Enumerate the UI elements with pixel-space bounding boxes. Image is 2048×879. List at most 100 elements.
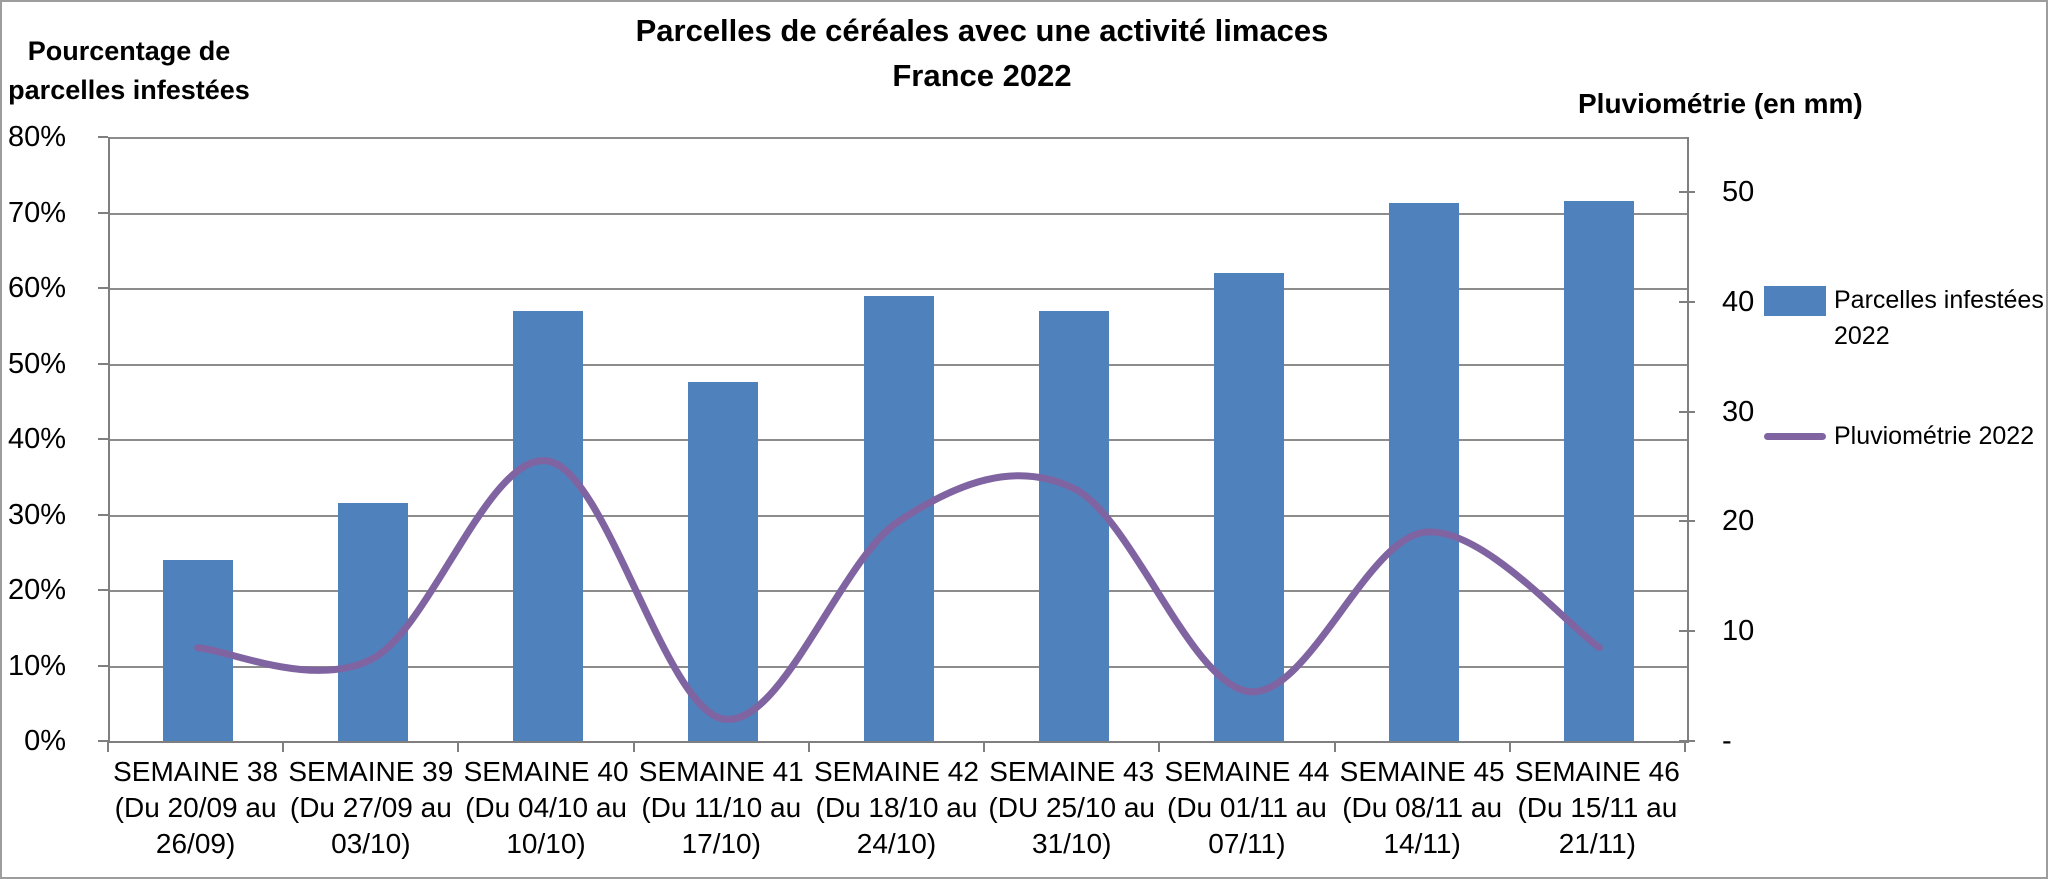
x-axis-label-line: (Du 08/11 au — [1342, 792, 1503, 823]
left-tick-label: 50% — [7, 347, 66, 380]
left-tick-label: 40% — [7, 423, 66, 455]
x-axis-label-line: (Du 01/11 au — [1167, 792, 1327, 823]
left-tick-label: 80% — [7, 121, 66, 153]
x-axis-label-line: 07/11) — [1208, 828, 1286, 859]
x-axis-label-line: SEMAINE 42 — [814, 756, 979, 787]
x-axis-label-line: SEMAINE 45 — [1339, 756, 1505, 787]
x-axis-label-line: 21/11) — [1558, 828, 1637, 859]
right-tick-label: 50 — [1722, 175, 1755, 208]
x-axis-label-2: SEMAINE 39 (Du 27/09 au 03/10) — [283, 754, 458, 862]
x-tickmark — [983, 741, 986, 752]
x-axis-label-6: SEMAINE 43 (DU 25/10 au 31/10) — [984, 754, 1159, 862]
x-tickmark — [1158, 741, 1161, 752]
chart-title-line1: Parcelles de céréales avec une activité … — [635, 13, 1329, 48]
legend-item-2: Pluviométrie 2022 — [1764, 418, 2034, 454]
legend-label: Pluviométrie 2022 — [1834, 418, 2034, 454]
x-tickmark — [457, 741, 460, 752]
x-axis-label-line: 10/10) — [506, 828, 586, 859]
left-tickmark — [98, 664, 108, 667]
x-tickmark — [1684, 741, 1686, 752]
bar-8 — [1389, 202, 1460, 741]
left-tick-label: 70% — [7, 196, 66, 229]
right-tick-label: 40 — [1722, 285, 1755, 318]
left-tick-label: 60% — [7, 272, 66, 304]
x-axis-label-9: SEMAINE 46 (Du 15/11 au 21/11) — [1510, 754, 1685, 862]
legend-item-1: Parcelles infestées 2022 — [1764, 282, 2044, 354]
x-tickmark — [282, 741, 285, 752]
left-axis-title: Pourcentage de parcelles infestées — [4, 32, 254, 110]
x-axis-label-1: SEMAINE 38 (Du 20/09 au 26/09) — [108, 754, 283, 862]
x-tickmark — [807, 741, 810, 752]
x-axis-label-line: (DU 25/10 au — [988, 792, 1155, 823]
gridline — [110, 137, 1687, 139]
left-tick-label: 30% — [7, 498, 66, 531]
bar-2 — [337, 503, 408, 741]
left-tickmark — [98, 513, 108, 516]
x-axis-label-line: 24/10) — [856, 828, 937, 859]
legend-label-line: Pluviométrie 2022 — [1834, 422, 2035, 450]
right-tickmark — [1679, 410, 1695, 413]
gridline — [110, 288, 1687, 290]
rain-line — [194, 457, 1603, 723]
x-axis-label-line: SEMAINE 38 — [113, 756, 279, 787]
x-tickmark — [632, 741, 635, 752]
x-axis-label-line: 26/09) — [155, 828, 236, 859]
bar-6 — [1038, 310, 1109, 741]
x-axis-label-line: (Du 11/10 au — [641, 792, 802, 823]
x-axis-label-line: SEMAINE 39 — [288, 756, 454, 787]
left-tick-label: 10% — [7, 649, 66, 682]
x-axis-label-line: 31/10) — [1032, 828, 1112, 859]
bar-4 — [688, 382, 759, 741]
x-axis-labels: SEMAINE 38 (Du 20/09 au 26/09) SEMAINE 39 (D… — [108, 754, 1685, 862]
x-axis-label-line: SEMAINE 40 — [463, 756, 629, 787]
gridline — [110, 212, 1687, 215]
legend-label-line: Parcelles infestées — [1834, 286, 2044, 314]
right-tickmark — [1679, 740, 1695, 742]
legend-bar-swatch-icon — [1764, 286, 1826, 316]
left-tickmark — [98, 136, 108, 138]
chart-title: Parcelles de céréales avec une activité … — [2, 8, 1962, 98]
left-tickmark — [98, 740, 108, 742]
x-axis-label-line: (Du 20/09 au — [114, 792, 277, 823]
bar-7 — [1213, 272, 1284, 741]
right-tickmark — [1679, 190, 1695, 193]
right-tick-label: 20 — [1722, 505, 1755, 538]
right-tick-label: 10 — [1722, 615, 1755, 648]
left-axis-title-line2: parcelles infestées — [8, 75, 250, 105]
x-axis-label-line: SEMAINE 44 — [1164, 756, 1330, 787]
bar-3 — [513, 310, 584, 741]
x-tickmark — [1508, 741, 1511, 752]
left-axis-title-line1: Pourcentage de — [27, 36, 231, 66]
right-tickmark — [1679, 300, 1695, 303]
x-axis-label-line: (Du 04/10 au — [465, 792, 627, 823]
x-axis-label-line: 17/10) — [681, 828, 761, 859]
left-tickmark — [98, 362, 108, 365]
x-axis-label-line: (Du 18/10 au — [815, 792, 978, 823]
left-tick-label: 0% — [24, 725, 66, 757]
left-tick-label: 20% — [7, 574, 66, 606]
x-tickmark — [1333, 741, 1336, 752]
chart-title-line2: France 2022 — [892, 58, 1072, 93]
x-axis-label-8: SEMAINE 45 (Du 08/11 au 14/11) — [1335, 754, 1510, 862]
x-axis-label-line: (Du 27/09 au — [289, 792, 452, 823]
x-axis-label-7: SEMAINE 44 (Du 01/11 au 07/11) — [1159, 754, 1334, 862]
x-axis-label-3: SEMAINE 40 (Du 04/10 au 10/10) — [458, 754, 633, 862]
x-axis-label-5: SEMAINE 42 (Du 18/10 au 24/10) — [809, 754, 984, 862]
x-tickmark — [107, 741, 109, 752]
right-tick-label: - — [1722, 725, 1732, 757]
x-axis-label-line: SEMAINE 43 — [989, 756, 1155, 787]
x-axis-label-line: (Du 15/11 au — [1517, 792, 1678, 823]
right-axis-title: Pluviométrie (en mm) — [1578, 88, 1863, 119]
right-tickmark — [1679, 630, 1695, 633]
x-axis-label-4: SEMAINE 41 (Du 11/10 au 17/10) — [634, 754, 809, 862]
left-tickmark — [98, 287, 108, 289]
x-axis-label-line: SEMAINE 41 — [638, 756, 804, 787]
rain-line-layer — [194, 457, 1603, 723]
left-tickmark — [98, 438, 108, 440]
legend-label: Parcelles infestées 2022 — [1834, 282, 2044, 354]
legend-label-line: 2022 — [1834, 322, 1890, 350]
left-tickmark — [98, 589, 108, 591]
x-axis-label-line: SEMAINE 46 — [1514, 756, 1680, 787]
legend-line-swatch-icon — [1764, 433, 1826, 440]
